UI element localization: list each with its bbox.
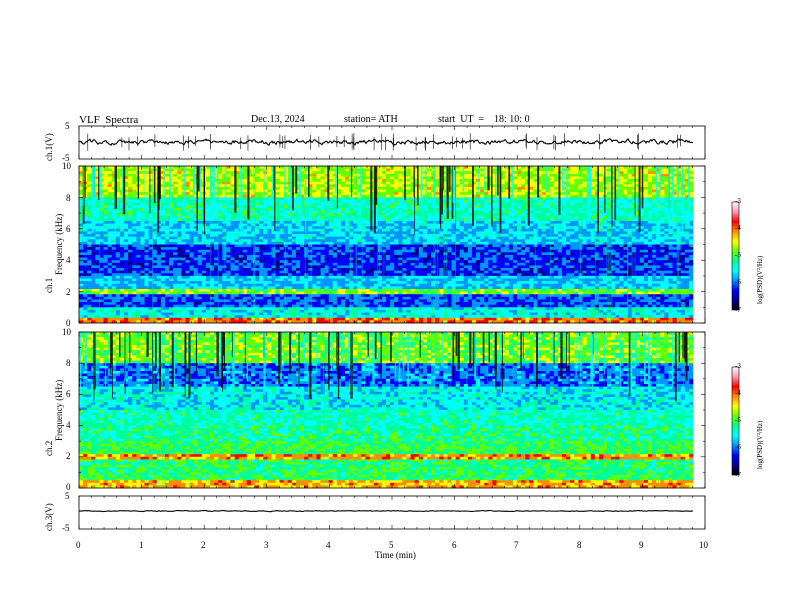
x-tick-label: 3	[264, 540, 269, 550]
x-tick-label: 9	[639, 540, 644, 550]
date-label: Dec.13, 2024	[251, 114, 305, 125]
cb1-tick: -7	[735, 306, 741, 314]
waveform-line	[78, 509, 694, 513]
ch2-spec-ytick: 2	[66, 451, 71, 461]
ch1-colorbar	[731, 201, 740, 311]
ch3-waveform-ylabel: ch.3(V)	[44, 503, 54, 531]
cb1-tick: -6	[735, 278, 741, 286]
ch3-wave-ytick: -5	[62, 523, 70, 533]
cb1-tick: -4	[735, 224, 741, 232]
cb2-tick: -3	[735, 362, 741, 370]
ch2-spectrogram-image	[79, 332, 694, 489]
ch1-wave-ytick: 5	[65, 121, 70, 131]
cb2-tick: -5	[735, 416, 741, 424]
cb1-tick: -3	[735, 197, 741, 205]
x-tick-label: 0	[76, 540, 81, 550]
ch1-wave-ytick: -5	[62, 153, 70, 163]
axis-ticks	[78, 126, 706, 529]
ch2-spec-ytick: 0	[66, 482, 71, 492]
cb2-label: log(PSD)(V²/Hz)	[756, 420, 764, 469]
ch1-waveform-ylabel: ch.1(V)	[44, 133, 54, 161]
ch3-waveform-trace	[78, 509, 694, 513]
ch3-wave-ytick: 5	[65, 491, 70, 501]
cb1-label: log(PSD)(V²/Hz)	[756, 255, 764, 304]
x-tick-label: 7	[514, 540, 519, 550]
ch1-spec-ytick: 2	[66, 287, 71, 297]
ch1-spec-ytick: 0	[66, 318, 71, 328]
ch1-spec-ytick: 4	[66, 255, 71, 265]
cb2-tick: -4	[735, 389, 741, 397]
cb2-tick: -6	[735, 443, 741, 451]
ch1-spec-ytick: 10	[62, 161, 71, 171]
ch3-waveform-frame	[78, 495, 706, 530]
ch1-spectrogram-ylabel-freq: Frequency (kHz)	[54, 213, 64, 275]
ch2-colorbar	[731, 366, 740, 476]
ch2-spec-ytick: 10	[62, 327, 71, 337]
x-axis-label: Time (min)	[375, 550, 416, 560]
figure-title: VLF Spectra	[79, 114, 139, 126]
cb2-tick: -7	[735, 471, 741, 479]
waveform-line	[78, 138, 694, 146]
ch1-waveform-trace	[78, 133, 694, 151]
x-tick-label: 1	[139, 540, 144, 550]
x-tick-label: 4	[326, 540, 331, 550]
start-time-label: start UT = 18: 10: 0	[438, 114, 530, 125]
x-tick-label: 2	[201, 540, 206, 550]
x-tick-label: 6	[452, 540, 457, 550]
ch1-spec-ytick: 8	[66, 193, 71, 203]
ch2-spec-ytick: 4	[66, 420, 71, 430]
ch1-spectrogram-ylabel-channel: ch.1	[44, 277, 54, 293]
ch2-spectrogram-ylabel-freq: Frequency (kHz)	[54, 379, 64, 441]
cb1-tick: -5	[735, 251, 741, 259]
ch2-spectrogram-ylabel-channel: ch.2	[44, 440, 54, 456]
ch2-spec-ytick: 8	[66, 358, 71, 368]
x-tick-label: 8	[577, 540, 582, 550]
ch2-spec-ytick: 6	[66, 389, 71, 399]
x-tick-label: 5	[389, 540, 394, 550]
ch1-spec-ytick: 6	[66, 224, 71, 234]
station-label: station= ATH	[344, 114, 398, 125]
ch1-spectrogram-image	[79, 166, 694, 324]
x-tick-label: 10	[699, 540, 708, 550]
